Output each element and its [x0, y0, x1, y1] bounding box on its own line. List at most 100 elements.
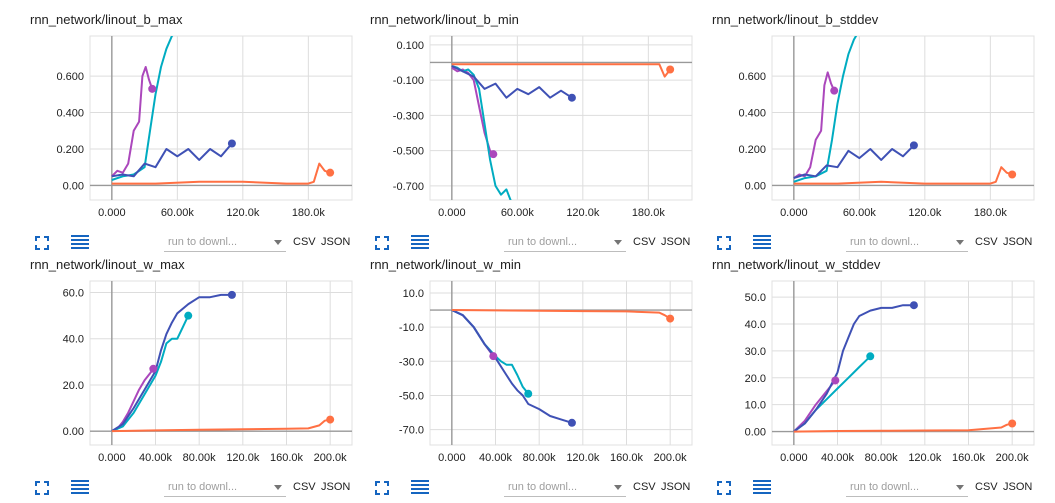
- y-tick-label: 0.100: [396, 40, 424, 52]
- run-select-value: run to downl...: [850, 481, 920, 493]
- run-download-select[interactable]: run to downl...: [846, 230, 968, 252]
- chart-title: rnn_network/linout_w_stddev: [712, 257, 881, 272]
- series-endpoint: [567, 418, 576, 427]
- list-icon[interactable]: [411, 234, 429, 250]
- x-tick-label: 0.000: [780, 207, 808, 219]
- csv-button[interactable]: CSV: [293, 481, 316, 493]
- json-button[interactable]: JSON: [1003, 236, 1033, 248]
- chart-plot[interactable]: 0.100 -0.100 -0.300 -0.500 -0.700 0.000 60.00k…: [370, 30, 700, 225]
- y-tick-label: 0.00: [63, 426, 84, 438]
- series-line: [793, 166, 1013, 185]
- series-line: [793, 422, 1013, 433]
- series-endpoint: [227, 290, 236, 299]
- x-tick-label: 80.00k: [183, 452, 217, 464]
- run-select-value: run to downl...: [508, 236, 578, 248]
- list-icon[interactable]: [71, 234, 89, 250]
- series-endpoint: [567, 93, 576, 102]
- y-tick-label: 20.0: [63, 380, 84, 392]
- json-button[interactable]: JSON: [321, 236, 351, 248]
- chart-plot[interactable]: 0.00 0.200 0.400 0.600 0.000 60.00k 120.0k 180.…: [30, 30, 360, 225]
- series-line: [111, 36, 174, 181]
- dropdown-arrow-icon: [614, 485, 622, 490]
- chart-title: rnn_network/linout_b_max: [30, 12, 183, 27]
- y-tick-label: -0.500: [393, 146, 424, 158]
- list-icon[interactable]: [753, 479, 771, 495]
- series-line: [111, 368, 155, 433]
- x-tick-label: 0.000: [98, 207, 126, 219]
- fullscreen-icon[interactable]: [375, 236, 389, 250]
- fullscreen-icon[interactable]: [375, 481, 389, 495]
- chart-controls: run to downl... CSV JSON: [30, 228, 360, 254]
- series-line: [793, 304, 914, 433]
- chart-plot[interactable]: 10.0 -10.0 -30.0 -50.0 -70.0 0.000 40.00k 80.00…: [370, 275, 700, 470]
- y-tick-label: 0.600: [738, 71, 766, 83]
- series-line: [111, 418, 331, 433]
- series-endpoint: [831, 376, 840, 385]
- series-line: [451, 63, 671, 78]
- run-select-value: run to downl...: [168, 236, 238, 248]
- chart-plot[interactable]: 0.00 0.200 0.400 0.600 0.000 60.00k 120.0k 180.…: [712, 30, 1042, 225]
- run-download-select[interactable]: run to downl...: [164, 230, 286, 252]
- run-download-select[interactable]: run to downl...: [846, 475, 968, 497]
- x-tick-label: 0.000: [98, 452, 126, 464]
- y-tick-label: -70.0: [399, 425, 424, 437]
- chart-title: rnn_network/linout_w_max: [30, 257, 185, 272]
- run-download-select[interactable]: run to downl...: [504, 475, 626, 497]
- list-icon[interactable]: [411, 479, 429, 495]
- y-tick-label: -30.0: [399, 356, 424, 368]
- json-button[interactable]: JSON: [321, 481, 351, 493]
- x-tick-label: 120.0k: [226, 452, 260, 464]
- series-line: [451, 309, 495, 357]
- series-line: [451, 65, 573, 99]
- chart-card-linout-w-min: rnn_network/linout_w_min 10.0 -10.0 -30.0 -5…: [370, 257, 700, 497]
- dropdown-arrow-icon: [614, 240, 622, 245]
- series-endpoint: [830, 86, 839, 95]
- json-button[interactable]: JSON: [1003, 481, 1033, 493]
- y-tick-label: 0.00: [63, 180, 84, 192]
- series-endpoint: [326, 415, 335, 424]
- x-tick-label: 0.000: [438, 207, 466, 219]
- x-tick-label: 40.00k: [139, 452, 173, 464]
- x-tick-label: 160.0k: [952, 452, 986, 464]
- fullscreen-icon[interactable]: [35, 236, 49, 250]
- x-tick-label: 120.0k: [226, 207, 260, 219]
- series-line: [111, 293, 232, 432]
- series-line: [111, 315, 190, 433]
- csv-button[interactable]: CSV: [975, 236, 998, 248]
- chart-controls: run to downl... CSV JSON: [712, 473, 1042, 499]
- series-line: [793, 36, 858, 183]
- run-download-select[interactable]: run to downl...: [164, 475, 286, 497]
- x-tick-label: 40.00k: [821, 452, 855, 464]
- plot-frame: [89, 280, 353, 446]
- x-tick-label: 200.0k: [314, 452, 348, 464]
- chart-controls: run to downl... CSV JSON: [712, 228, 1042, 254]
- dropdown-arrow-icon: [956, 485, 964, 490]
- chart-plot[interactable]: 0.00 10.0 20.0 30.0 40.0 50.0 0.000 40.00k 80.00…: [712, 275, 1042, 470]
- chart-card-linout-b-min: rnn_network/linout_b_min 0.100 -0.100 -0.30…: [370, 12, 700, 252]
- chart-plot[interactable]: 0.00 20.0 40.0 60.0 0.000 40.00k 80.00k 120.0k 1…: [30, 275, 360, 470]
- json-button[interactable]: JSON: [661, 236, 691, 248]
- x-tick-label: 0.000: [780, 452, 808, 464]
- series-endpoint: [1008, 419, 1017, 428]
- series-endpoint: [489, 150, 498, 159]
- dropdown-arrow-icon: [274, 485, 282, 490]
- y-tick-label: -0.100: [393, 75, 424, 87]
- series-endpoint: [524, 389, 533, 398]
- run-download-select[interactable]: run to downl...: [504, 230, 626, 252]
- list-icon[interactable]: [753, 234, 771, 250]
- csv-button[interactable]: CSV: [975, 481, 998, 493]
- csv-button[interactable]: CSV: [633, 481, 656, 493]
- json-button[interactable]: JSON: [661, 481, 691, 493]
- csv-button[interactable]: CSV: [293, 236, 316, 248]
- fullscreen-icon[interactable]: [717, 481, 731, 495]
- plot-frame: [429, 280, 693, 446]
- list-icon[interactable]: [71, 479, 89, 495]
- y-tick-label: 0.600: [56, 71, 84, 83]
- x-tick-label: 120.0k: [908, 452, 942, 464]
- y-tick-label: 10.0: [403, 288, 424, 300]
- series-line: [111, 142, 233, 178]
- y-tick-label: 40.0: [745, 319, 766, 331]
- csv-button[interactable]: CSV: [633, 236, 656, 248]
- fullscreen-icon[interactable]: [35, 481, 49, 495]
- fullscreen-icon[interactable]: [717, 236, 731, 250]
